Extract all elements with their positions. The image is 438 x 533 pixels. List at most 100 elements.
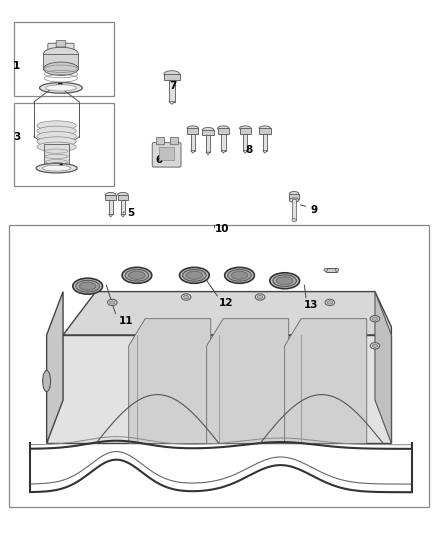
Polygon shape <box>121 214 125 217</box>
Ellipse shape <box>372 344 378 348</box>
Ellipse shape <box>202 127 214 132</box>
Ellipse shape <box>228 270 251 281</box>
Ellipse shape <box>44 163 69 168</box>
Bar <box>109 199 113 214</box>
Polygon shape <box>263 151 267 154</box>
Bar <box>292 199 296 220</box>
Ellipse shape <box>231 271 248 279</box>
Ellipse shape <box>106 192 116 197</box>
Ellipse shape <box>42 165 71 171</box>
Bar <box>202 130 214 135</box>
Text: 14: 14 <box>341 376 356 386</box>
Ellipse shape <box>324 268 328 271</box>
Ellipse shape <box>184 295 189 298</box>
Bar <box>106 195 116 199</box>
Bar <box>159 147 174 160</box>
FancyBboxPatch shape <box>156 138 164 145</box>
Ellipse shape <box>276 277 293 285</box>
Polygon shape <box>109 214 113 217</box>
Ellipse shape <box>36 164 77 173</box>
Ellipse shape <box>39 83 82 93</box>
Bar <box>121 199 125 214</box>
Ellipse shape <box>37 142 76 152</box>
Bar <box>218 128 229 134</box>
Ellipse shape <box>118 192 128 197</box>
Ellipse shape <box>187 126 198 131</box>
Ellipse shape <box>76 280 99 292</box>
Ellipse shape <box>218 126 229 131</box>
Text: 2: 2 <box>57 83 64 93</box>
Polygon shape <box>221 151 226 154</box>
Text: 12: 12 <box>219 297 233 308</box>
Text: 10: 10 <box>215 224 229 234</box>
Text: 3: 3 <box>13 132 20 142</box>
Ellipse shape <box>125 270 149 281</box>
FancyBboxPatch shape <box>48 43 74 55</box>
Polygon shape <box>46 292 63 443</box>
Text: 1: 1 <box>13 61 20 70</box>
Bar <box>326 268 337 272</box>
Ellipse shape <box>46 85 76 91</box>
Polygon shape <box>169 102 175 104</box>
Ellipse shape <box>292 219 296 222</box>
Ellipse shape <box>289 191 299 196</box>
Bar <box>187 128 198 134</box>
Bar <box>118 195 128 199</box>
Ellipse shape <box>370 343 380 349</box>
FancyBboxPatch shape <box>170 138 178 145</box>
Ellipse shape <box>186 271 203 279</box>
Ellipse shape <box>255 294 265 300</box>
Text: 9: 9 <box>311 205 318 215</box>
Ellipse shape <box>122 268 152 284</box>
FancyBboxPatch shape <box>152 143 181 167</box>
Text: 11: 11 <box>119 316 133 326</box>
Bar <box>240 128 251 134</box>
Ellipse shape <box>270 273 300 289</box>
Polygon shape <box>207 319 289 443</box>
Ellipse shape <box>43 47 78 61</box>
Polygon shape <box>285 319 367 443</box>
Ellipse shape <box>107 299 117 305</box>
Polygon shape <box>191 151 195 154</box>
Text: 4: 4 <box>57 163 64 173</box>
Ellipse shape <box>43 62 78 75</box>
Bar <box>221 134 226 151</box>
Text: 13: 13 <box>304 300 318 310</box>
Bar <box>289 193 299 199</box>
Bar <box>263 134 267 151</box>
Polygon shape <box>63 292 392 335</box>
Bar <box>243 134 247 151</box>
Text: 8: 8 <box>245 144 252 155</box>
Ellipse shape <box>327 301 332 304</box>
Polygon shape <box>243 151 247 154</box>
Ellipse shape <box>42 370 50 392</box>
Ellipse shape <box>73 278 102 294</box>
Ellipse shape <box>336 268 339 271</box>
Ellipse shape <box>37 121 76 131</box>
Ellipse shape <box>129 271 145 279</box>
Ellipse shape <box>258 295 263 298</box>
Bar <box>9 225 429 507</box>
Polygon shape <box>46 335 392 443</box>
Ellipse shape <box>225 268 254 284</box>
Ellipse shape <box>110 301 115 304</box>
Bar <box>14 22 114 96</box>
Bar <box>191 134 195 151</box>
Polygon shape <box>206 152 210 155</box>
Ellipse shape <box>372 317 378 320</box>
Ellipse shape <box>273 275 297 287</box>
Ellipse shape <box>240 126 251 131</box>
Ellipse shape <box>183 270 206 281</box>
Bar <box>44 144 69 165</box>
Ellipse shape <box>37 126 76 136</box>
Bar <box>169 80 175 102</box>
Ellipse shape <box>37 137 76 147</box>
Ellipse shape <box>79 282 96 290</box>
Ellipse shape <box>325 299 335 305</box>
Text: 6: 6 <box>155 155 163 165</box>
Text: 7: 7 <box>169 81 176 91</box>
Ellipse shape <box>289 198 299 202</box>
FancyBboxPatch shape <box>56 41 66 47</box>
Polygon shape <box>375 292 392 443</box>
Bar <box>164 74 180 80</box>
